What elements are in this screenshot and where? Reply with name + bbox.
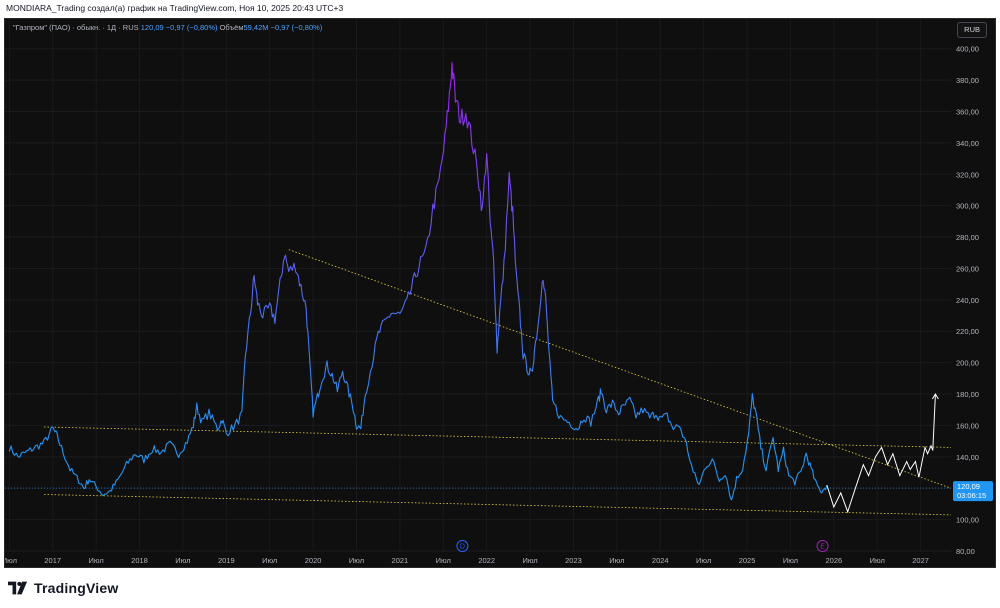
event-marker — [456, 540, 469, 552]
y-tick-label: 200,00 — [956, 359, 979, 368]
y-tick-label: 80,00 — [956, 547, 975, 556]
grid-layer — [5, 19, 951, 552]
y-tick-label: 380,00 — [956, 76, 979, 85]
x-tick-label: Июл — [349, 556, 364, 565]
price-chart[interactable]: 400,00 380,00 360,00 340,00 320,00 300,00 280,… — [5, 19, 996, 568]
x-tick-label: 2021 — [392, 556, 409, 565]
x-tick-label: Июл — [522, 556, 537, 565]
last-price: 120,09 — [140, 23, 164, 32]
price-label-box — [953, 481, 993, 502]
x-tick-label: 2018 — [131, 556, 148, 565]
y-tick-label: 400,00 — [956, 45, 979, 54]
x-tick-label: 2022 — [478, 556, 495, 565]
x-tick-label: 2027 — [912, 556, 929, 565]
trendline — [44, 426, 952, 448]
x-tick-label: Июл — [436, 556, 451, 565]
y-tick-label: 140,00 — [956, 453, 979, 462]
y-tick-label: 260,00 — [956, 264, 979, 273]
x-tick-label: Июл — [783, 556, 798, 565]
price-label-value: 120,09 — [957, 482, 980, 491]
trendline-layer — [5, 249, 952, 516]
x-tick-label: 2024 — [652, 556, 669, 565]
x-tick-label: Июл — [5, 556, 17, 565]
x-tick-label: Июл — [262, 556, 277, 565]
y-tick-label: 360,00 — [956, 107, 979, 116]
x-tick-label: Июл — [89, 556, 104, 565]
x-tick-label: 2019 — [218, 556, 235, 565]
y-tick-label: 300,00 — [956, 202, 979, 211]
y-tick-label: 340,00 — [956, 139, 979, 148]
x-tick-label: Июл — [696, 556, 711, 565]
tradingview-logo-icon — [8, 581, 28, 595]
x-tick-label: Июл — [175, 556, 190, 565]
event-marker — [816, 540, 829, 552]
chart-panel[interactable]: 400,00 380,00 360,00 340,00 320,00 300,00 280,… — [4, 18, 996, 568]
x-tick-label: Июл — [609, 556, 624, 565]
footer: TradingView — [0, 568, 1000, 608]
trendline — [288, 249, 952, 489]
symbol-legend: "Газпром" (ПАО) · обыкн. · 1Д · RUS 120,… — [13, 23, 322, 32]
x-tick-label: 2026 — [825, 556, 842, 565]
x-tick-label: 2025 — [739, 556, 756, 565]
volume-label: Объём — [219, 23, 244, 32]
x-tick-label: Июл — [870, 556, 885, 565]
y-tick-label: 320,00 — [956, 170, 979, 179]
y-tick-label: 280,00 — [956, 233, 979, 242]
projection-path — [826, 393, 936, 514]
x-tick-label: 2023 — [565, 556, 582, 565]
event-marker-label: E — [820, 544, 825, 551]
event-marker-label: D — [460, 544, 465, 551]
price-change: −0,97 (−0,80%) — [165, 23, 218, 32]
y-tick-label: 240,00 — [956, 296, 979, 305]
series-layer — [8, 61, 939, 514]
trendline — [44, 494, 952, 516]
volume-change: −0,97 (−0,80%) — [270, 23, 323, 32]
y-axis: 400,00 380,00 360,00 340,00 320,00 300,00 280,… — [956, 45, 979, 556]
projection-arrowhead — [931, 393, 939, 400]
volume-value: 59,42M — [243, 23, 269, 32]
y-tick-label: 180,00 — [956, 390, 979, 399]
top-bar: MONDIARA_Trading создал(а) график на Tra… — [0, 0, 1000, 18]
x-tick-label: 2017 — [44, 556, 61, 565]
currency-button[interactable]: RUB — [957, 22, 987, 38]
x-tick-label: 2020 — [305, 556, 322, 565]
y-tick-label: 220,00 — [956, 327, 979, 336]
price-label-countdown: 03:06:15 — [957, 491, 986, 500]
symbol-name[interactable]: "Газпром" (ПАО) · обыкн. · 1Д · RUS — [13, 23, 139, 32]
y-tick-label: 100,00 — [956, 516, 979, 525]
chart-credit: MONDIARA_Trading создал(а) график на Tra… — [6, 3, 344, 13]
price-series-line — [8, 61, 828, 501]
brand-name: TradingView — [34, 580, 119, 596]
y-tick-label: 160,00 — [956, 421, 979, 430]
x-axis: Июл 2017 Июл 2018 Июл 2019 Июл 2020 Июл 2021 Июл 20… — [5, 556, 929, 565]
tradingview-logo[interactable]: TradingView — [8, 580, 118, 596]
